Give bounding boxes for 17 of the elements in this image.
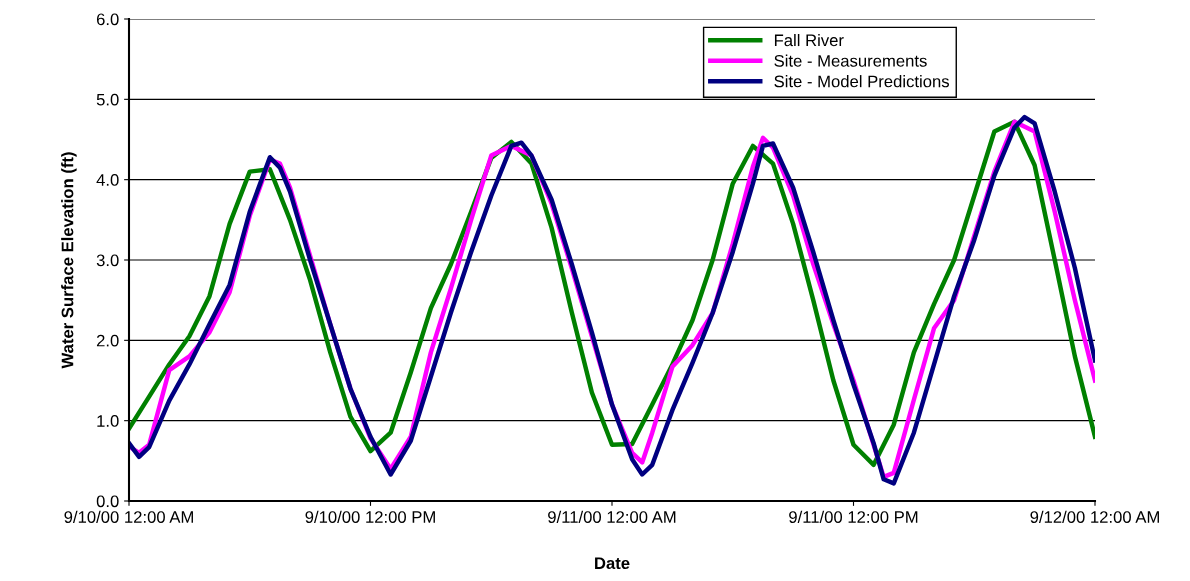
legend-label: Fall River — [774, 34, 844, 47]
y-tick-label: 2.0 — [96, 334, 119, 347]
legend-label: Site - Model Predictions — [774, 75, 949, 88]
y-tick-label: 1.0 — [97, 415, 119, 427]
x-tick-label: 9/11/00 12:00 AM — [548, 510, 676, 523]
y-tick-label: 4.0 — [96, 174, 119, 186]
y-tick-label: 0.0 — [96, 495, 119, 508]
x-tick-label: 9/10/00 12:00 AM — [64, 510, 193, 523]
y-tick-label: 6.0 — [96, 13, 119, 26]
y-axis-title: Water Surface Elevation (ft) — [61, 152, 77, 369]
x-tick-label: 9/12/00 12:00 AM — [1030, 510, 1159, 523]
x-tick-label: 9/11/00 12:00 PM — [789, 510, 918, 523]
x-tick-label: 9/10/00 12:00 PM — [305, 510, 435, 523]
x-axis-title: Date — [595, 557, 630, 570]
y-tick-label: 3.0 — [96, 254, 119, 267]
legend-label: Site - Measurements — [774, 54, 927, 67]
y-tick-label: 5.0 — [96, 93, 119, 106]
